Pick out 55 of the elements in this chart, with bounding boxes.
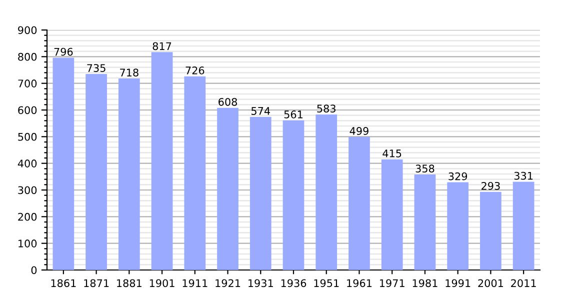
bar [447,182,469,270]
bar [316,114,338,270]
bar [414,174,436,270]
data-label: 293 [482,182,500,190]
x-tick-label: 1981 [412,279,438,288]
y-tick-label: 800 [18,52,37,61]
y-tick-label: 0 [31,266,37,274]
bar [512,182,534,270]
data-label: 499 [350,127,368,135]
bar [250,116,272,270]
x-tick-label: 1921 [216,279,240,288]
y-tick-label: 600 [18,106,37,114]
bar [348,136,370,270]
data-label: 735 [87,64,106,72]
bar [480,192,502,270]
data-label: 726 [186,66,204,74]
x-tick-label: 1951 [314,279,339,288]
x-tick-label: 1911 [182,279,208,288]
x-tick-label: 1871 [84,279,109,288]
y-tick-label: 900 [18,26,37,34]
data-label: 796 [54,48,73,56]
data-label: 608 [218,98,237,106]
x-tick-label: 1961 [347,279,372,288]
x-tick-label: 1991 [446,279,470,288]
y-tick-label: 300 [18,186,37,194]
bar [217,108,238,270]
data-label: 331 [514,172,533,180]
data-label: 561 [284,110,302,118]
y-tick-label: 100 [18,240,37,248]
data-label: 415 [382,150,402,158]
y-tick-label: 400 [18,160,37,168]
bar [282,120,304,270]
y-tick-label: 200 [18,212,37,221]
bar [381,159,403,270]
x-tick-label: 1936 [281,279,306,288]
data-label: 583 [317,104,336,113]
y-tick-label: 500 [18,132,37,141]
data-label: 329 [448,172,468,180]
bar [184,76,206,270]
y-tick-label: 700 [18,80,37,88]
bar [52,58,74,270]
bar [86,74,107,270]
bar [151,52,173,270]
x-tick-label: 1861 [51,279,76,288]
bar [118,78,140,270]
x-tick-label: 2011 [511,279,536,288]
data-label: 574 [251,107,270,115]
x-tick-label: 2001 [478,279,503,288]
data-label: 358 [416,164,434,173]
x-tick-label: 1881 [117,279,142,288]
x-tick-label: 1931 [248,279,273,288]
data-label: 817 [152,42,172,50]
x-tick-label: 1971 [380,279,404,288]
data-label: 718 [120,68,138,77]
x-tick-label: 1901 [150,279,174,288]
